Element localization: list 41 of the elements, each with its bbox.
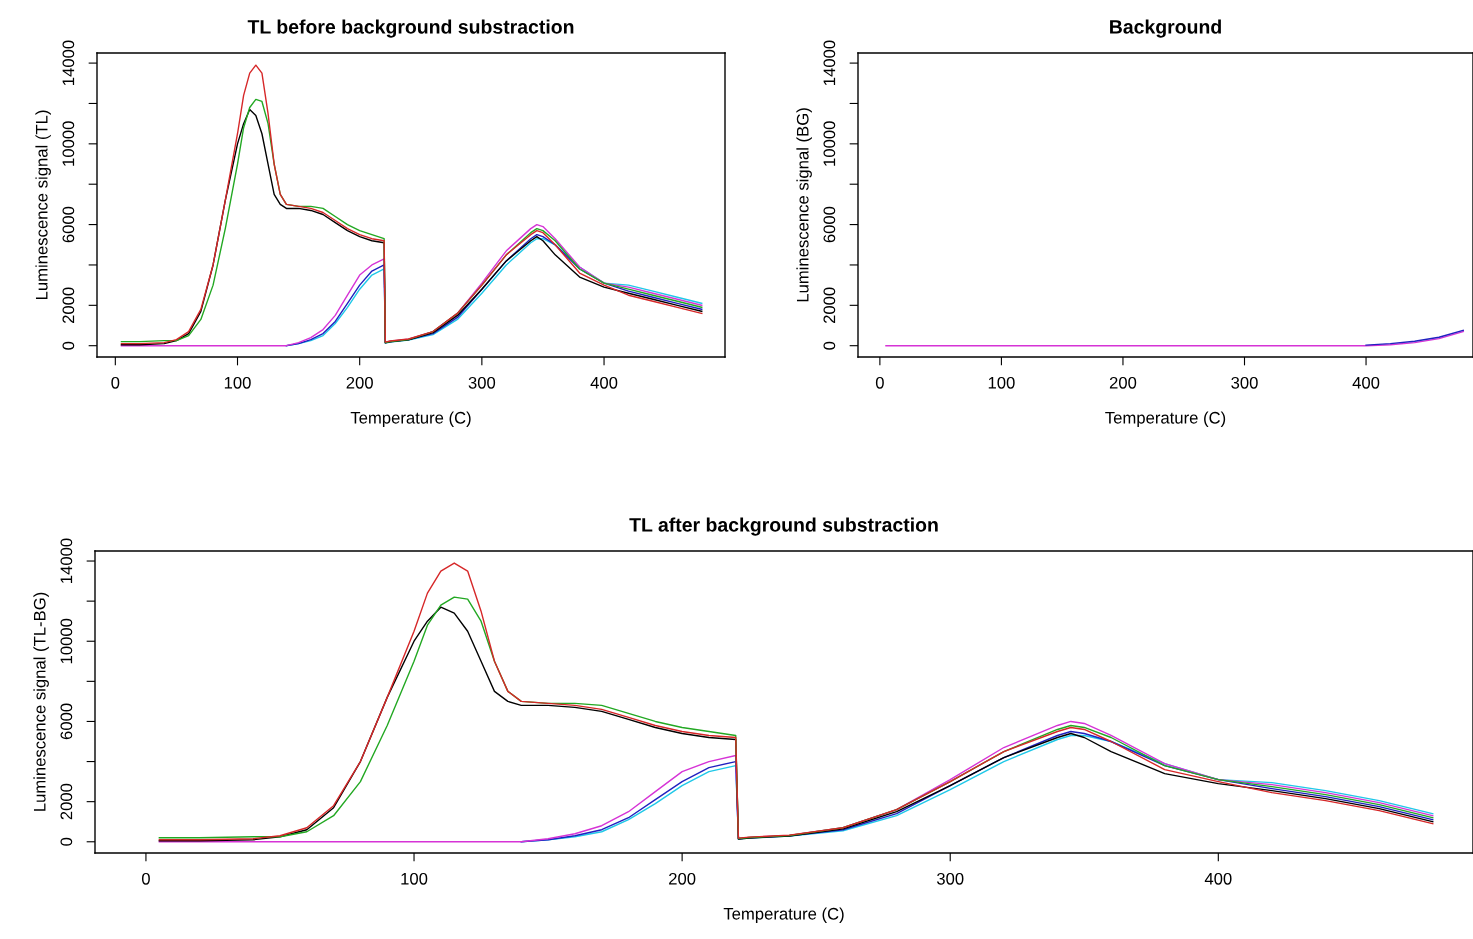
y-axis-title: Luminescence signal (TL-BG)	[33, 592, 49, 811]
y-tick-label: 2000	[62, 287, 75, 324]
x-tick-label: 100	[988, 376, 1015, 389]
x-tick-label: 400	[1352, 376, 1380, 389]
x-tick-label: 100	[401, 872, 428, 885]
x-axis-title: Temperature (C)	[1105, 411, 1226, 427]
y-tick-label: 10000	[60, 618, 73, 664]
chart-title: TL after background substraction	[629, 517, 938, 536]
y-tick-label: 6000	[823, 206, 836, 243]
x-tick-label: 0	[875, 376, 884, 389]
y-tick-label: 0	[60, 837, 73, 846]
y-tick-label: 0	[62, 341, 75, 350]
x-tick-label: 200	[346, 376, 373, 389]
x-tick-label: 400	[1204, 872, 1232, 885]
chart-title: Background	[1110, 19, 1221, 38]
x-axis-title: Temperature (C)	[723, 907, 844, 923]
y-tick-label: 14000	[823, 40, 836, 85]
x-tick-label: 0	[141, 872, 150, 885]
line-series	[1365, 329, 1464, 346]
y-tick-label: 2000	[60, 783, 73, 820]
x-tick-label: 300	[1231, 376, 1258, 389]
y-axis-title: Luminescence signal (BG)	[796, 108, 812, 302]
y-tick-label: 14000	[62, 40, 75, 85]
x-tick-label: 300	[468, 376, 496, 389]
y-tick-label: 0	[823, 341, 836, 350]
x-tick-label: 200	[1109, 376, 1137, 389]
x-tick-label: 200	[669, 872, 696, 885]
y-tick-label: 10000	[823, 121, 836, 166]
y-tick-label: 6000	[60, 703, 73, 740]
x-tick-label: 400	[590, 376, 618, 389]
x-tick-label: 0	[111, 376, 120, 389]
x-axis-title: Temperature (C)	[350, 411, 471, 427]
y-tick-label: 14000	[60, 538, 73, 583]
line-series	[885, 330, 1464, 347]
x-tick-label: 300	[936, 872, 964, 885]
y-tick-label: 10000	[62, 121, 75, 166]
chart-title: TL before background substraction	[247, 19, 574, 38]
y-axis-title: Luminescence signal (TL)	[35, 110, 51, 300]
x-tick-label: 100	[224, 376, 251, 389]
y-tick-label: 2000	[823, 287, 836, 324]
y-tick-label: 6000	[62, 206, 75, 243]
